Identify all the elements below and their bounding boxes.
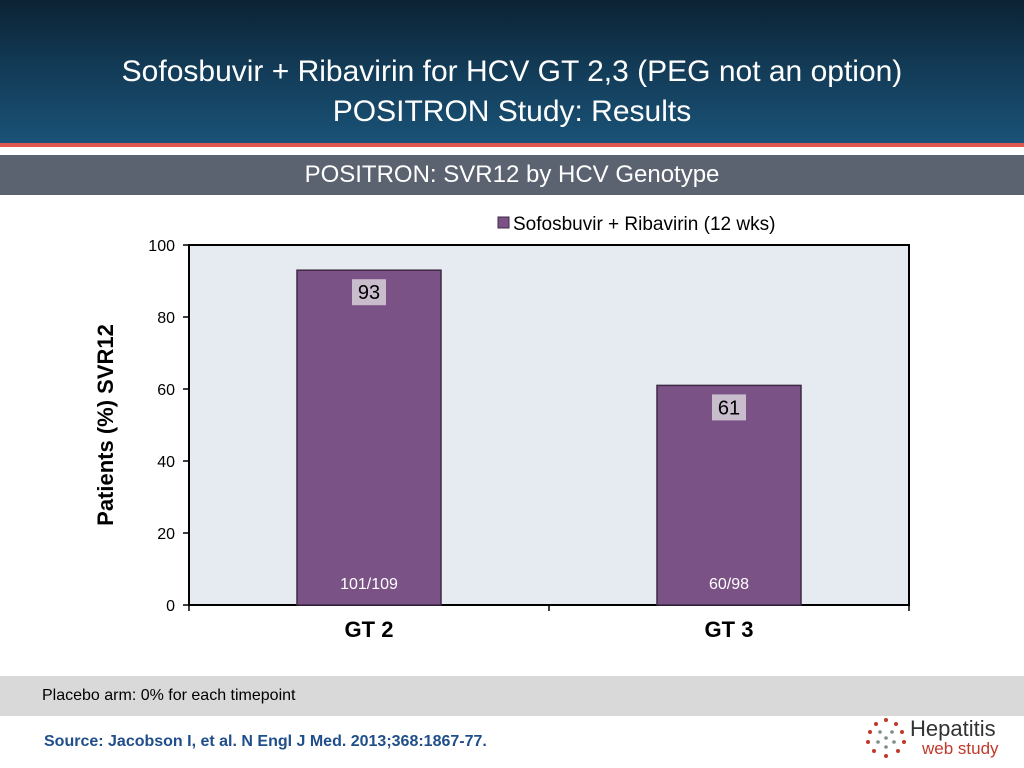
logo-word-hepatitis: Hepatitis — [910, 716, 996, 741]
logo-word-web-study: web study — [922, 739, 999, 758]
data-label-box — [712, 394, 746, 421]
y-tick-label: 100 — [148, 238, 175, 255]
fraction-label: 101/109 — [340, 576, 398, 593]
legend-label: Sofosbuvir + Ribavirin (12 wks) — [513, 214, 775, 235]
header-divider — [0, 143, 1024, 147]
slide-title-line2: POSITRON Study: Results — [332, 95, 692, 128]
fraction-label: 60/98 — [709, 576, 749, 593]
y-tick-label: 80 — [157, 310, 175, 327]
bar — [656, 384, 802, 606]
slide-title: Sofosbuvir + Ribavirin for HCV GT 2,3 (P… — [0, 52, 1024, 132]
chart-subtitle: POSITRON: SVR12 by HCV Genotype — [0, 155, 1024, 195]
source-citation: Source: Jacobson I, et al. N Engl J Med.… — [44, 733, 487, 750]
bar — [296, 269, 442, 606]
footnote-bar — [0, 676, 1024, 716]
hepatitis-web-study-logo: Hepatitis web study — [864, 714, 1014, 762]
x-category-label: GT 2 — [345, 617, 394, 642]
legend-swatch — [497, 216, 510, 229]
slide-title-line1: Sofosbuvir + Ribavirin for HCV GT 2,3 (P… — [121, 55, 903, 88]
header-banner — [0, 0, 1024, 143]
y-tick-label: 20 — [157, 526, 175, 543]
y-tick-label: 60 — [157, 382, 175, 399]
svr12-bar-chart: 0 20 40 60 80 100 Patients (%) SVR12 93 101/109 G… — [93, 214, 910, 642]
y-axis-label: Patients (%) SVR12 — [93, 324, 118, 526]
logo-dots-icon — [866, 718, 906, 758]
data-label: 93 — [358, 282, 380, 304]
footnote: Placebo arm: 0% for each timepoint — [42, 687, 296, 704]
x-category-label: GT 3 — [705, 617, 754, 642]
data-label: 61 — [718, 397, 740, 419]
y-tick-label: 40 — [157, 454, 175, 471]
data-label-box — [352, 279, 386, 306]
y-tick-label: 0 — [166, 598, 175, 615]
